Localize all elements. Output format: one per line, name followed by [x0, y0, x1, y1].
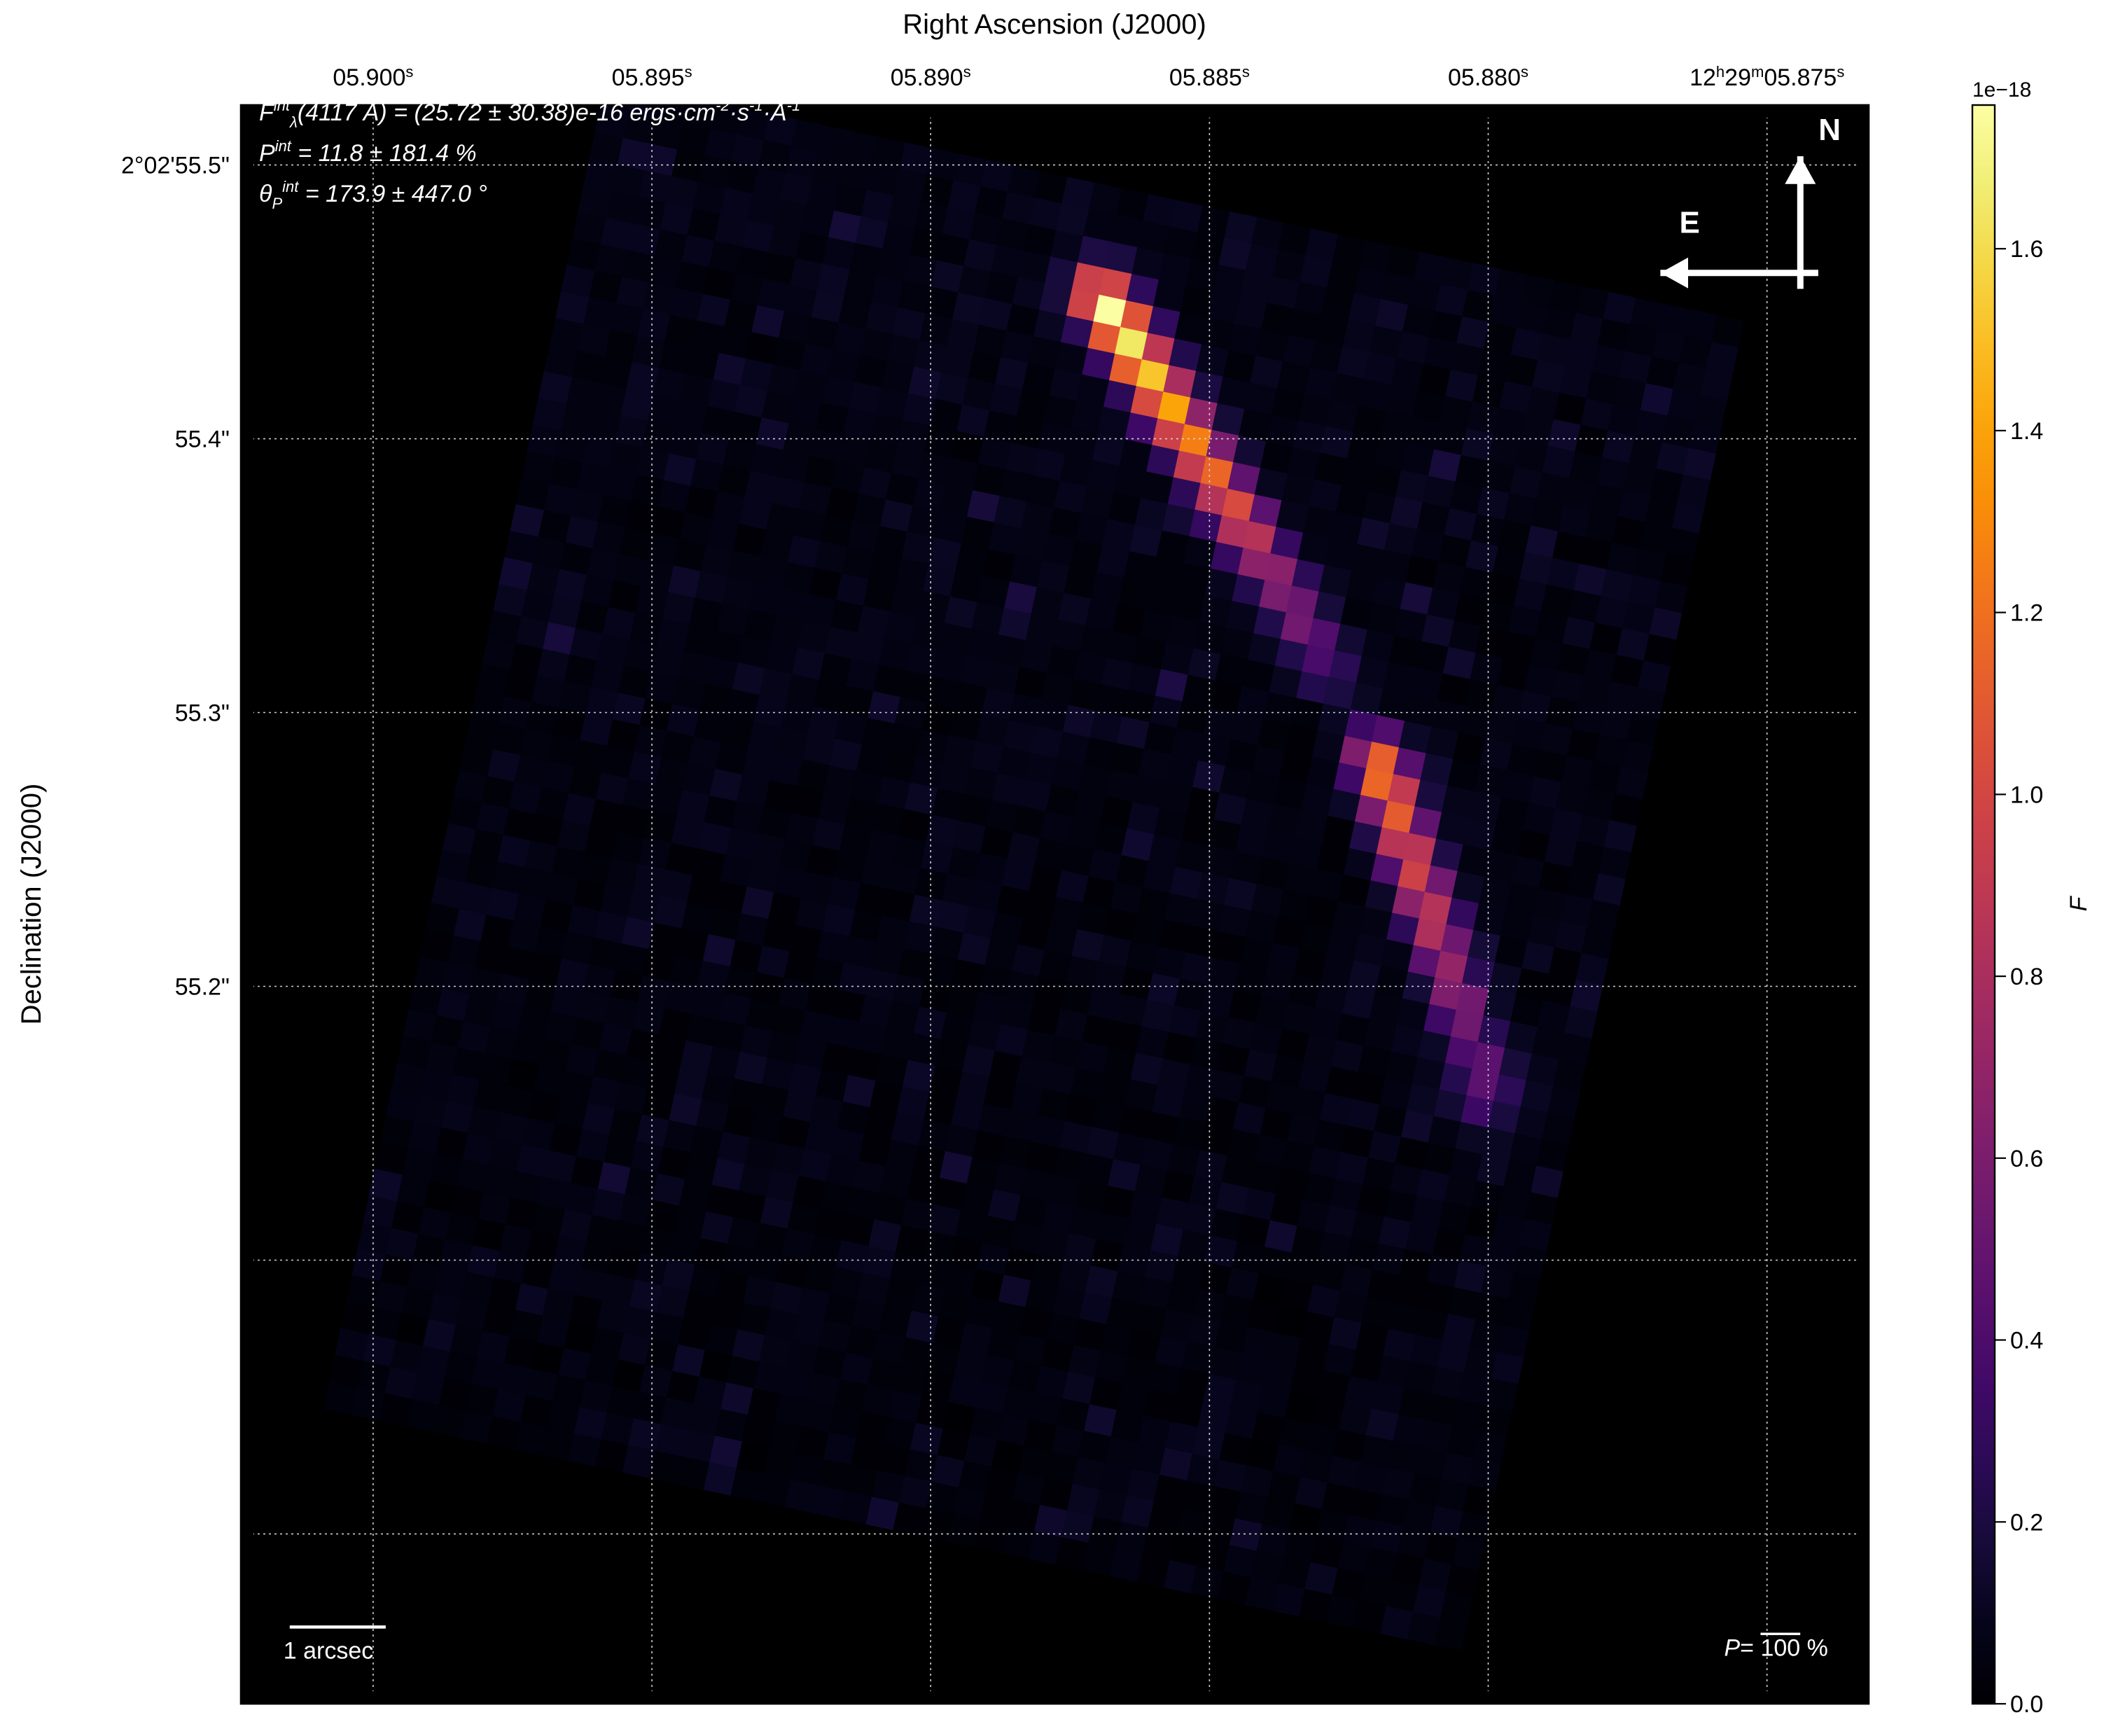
svg-text:05.900s: 05.900s — [333, 63, 413, 91]
svg-text:N: N — [1818, 113, 1841, 147]
svg-text:E: E — [1680, 206, 1700, 240]
svg-text:P= 100 %: P= 100 % — [1724, 1635, 1827, 1662]
svg-text:F: F — [2065, 895, 2092, 911]
svg-text:1e−18: 1e−18 — [1972, 78, 2031, 102]
svg-text:12h29m05.875s: 12h29m05.875s — [1689, 63, 1844, 91]
svg-text:Right Ascension (J2000): Right Ascension (J2000) — [903, 9, 1206, 40]
svg-text:1.6: 1.6 — [2010, 236, 2043, 263]
svg-text:1 arcsec: 1 arcsec — [284, 1637, 374, 1664]
svg-text:Pint = 11.8 ± 181.4 %: Pint = 11.8 ± 181.4 % — [259, 137, 477, 167]
svg-text:1.4: 1.4 — [2010, 418, 2043, 445]
svg-text:0.0: 0.0 — [2010, 1691, 2043, 1718]
svg-text:0.4: 0.4 — [2010, 1328, 2043, 1354]
svg-text:2°02'55.5": 2°02'55.5" — [121, 153, 230, 179]
svg-text:55.3": 55.3" — [175, 700, 230, 727]
svg-text:05.885s: 05.885s — [1169, 63, 1250, 91]
svg-text:0.8: 0.8 — [2010, 964, 2043, 990]
svg-text:0.2: 0.2 — [2010, 1509, 2043, 1536]
svg-text:1.0: 1.0 — [2010, 782, 2043, 808]
svg-text:05.880s: 05.880s — [1448, 63, 1528, 91]
svg-text:1.2: 1.2 — [2010, 600, 2043, 627]
svg-text:0.6: 0.6 — [2010, 1146, 2043, 1172]
svg-text:05.895s: 05.895s — [612, 63, 692, 91]
svg-text:Declination (J2000): Declination (J2000) — [16, 784, 47, 1025]
svg-text:55.4": 55.4" — [175, 426, 230, 453]
svg-text:55.2": 55.2" — [175, 974, 230, 1001]
svg-text:05.890s: 05.890s — [891, 63, 971, 91]
